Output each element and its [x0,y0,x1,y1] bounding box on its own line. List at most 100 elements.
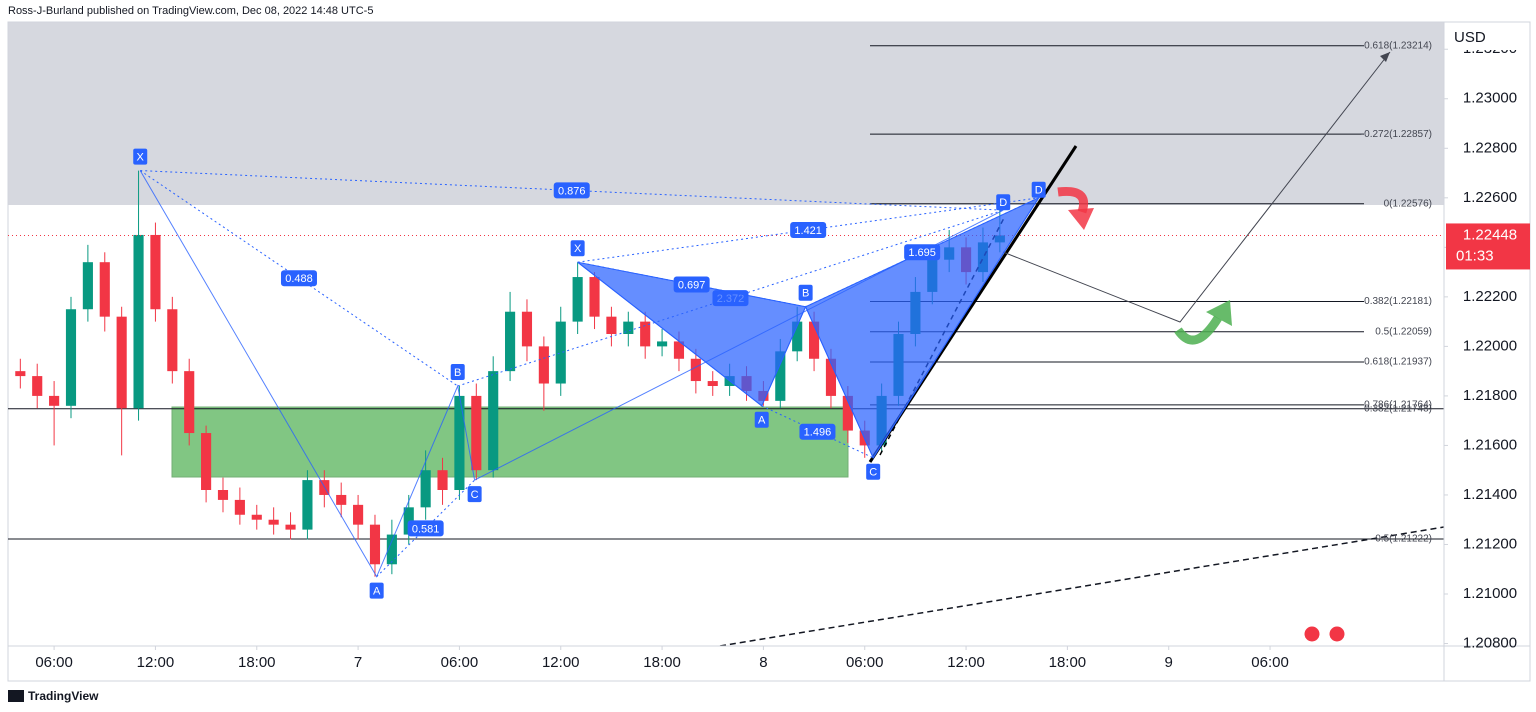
point-label: C [869,467,877,479]
candle-body [82,262,93,310]
candle-body [555,321,566,384]
candle-body [775,351,786,401]
ratio-label: 0.876 [558,185,586,197]
y-tick-label: 1.21400 [1463,486,1517,503]
point-box [570,240,585,257]
candle-body [690,358,701,382]
candle-body [369,524,381,565]
logo [8,690,24,702]
y-tick-label: 1.21000 [1463,585,1517,602]
x-tick-label: 06:00 [1251,654,1289,671]
event-flag[interactable] [1303,625,1321,643]
candle-body [437,470,448,490]
x-tick-label: 12:00 [542,654,580,671]
trend-line-dashed [719,526,1444,646]
fib-label: 0.618(1.21937) [1364,357,1432,368]
point-box [1031,181,1046,198]
x-tick-label: 18:00 [1049,654,1087,671]
candle-body [521,311,533,347]
candle-body [285,524,296,530]
ratio-box [553,182,590,199]
ratio-box [673,276,710,293]
candle-body [606,316,617,334]
candle-body [505,311,516,372]
y-tick-label: 1.21800 [1463,387,1517,404]
y-tick-label: 1.20800 [1463,634,1517,651]
footer: TradingView [28,689,99,703]
ratio-label: 1.695 [908,247,936,259]
x-tick-label: 06:00 [441,654,479,671]
point-label: B [802,288,809,300]
candle-body [673,341,685,359]
point-label: B [454,367,461,379]
candle-body [707,381,718,386]
x-tick-label: 06:00 [35,654,73,671]
ratio-label: 0.488 [285,273,313,285]
last-price-label: 1.22448 [1463,226,1517,243]
green-arrow-head [1206,300,1232,326]
currency: USD [1454,29,1486,46]
fib-label: 0(1.22576) [1384,198,1432,209]
candle-body [589,277,600,317]
resistance-zone [8,22,1444,205]
fib-label: 0.382(1.21748) [1364,403,1432,414]
ratio-label: 1.421 [794,225,822,237]
candle-body [99,262,110,317]
y-tick-label: 1.22800 [1463,139,1517,156]
candle-body [809,321,820,359]
ratio-label: 0.581 [412,523,440,535]
candle-body [420,470,431,508]
ratio-box [407,520,444,537]
x-tick-label: 18:00 [643,654,681,671]
fib-label: 0.786(1.21764) [1364,399,1432,410]
axes: 1.20800 1.21000 1.21200 1.21400 1.21600 1.218… [35,40,1530,671]
candle-body [842,395,853,431]
candle-body [572,277,583,322]
candle-body [184,371,195,434]
y-tick-label: 1.21600 [1463,436,1517,453]
y-tick-label: 1.21200 [1463,535,1517,552]
event-flag[interactable] [1328,625,1346,643]
candle-body [538,346,549,384]
ratio-box [280,270,317,287]
fib-label: -0.618(1.23214) [1361,40,1432,51]
candle-body [268,519,279,525]
point-box [467,486,482,503]
last-price-box [1446,223,1530,270]
x-tick-label: 12:00 [947,654,985,671]
point-box [450,364,465,380]
point-label: A [758,415,766,427]
candle-body [234,499,245,515]
fib-label: 0.382(1.22181) [1364,296,1432,307]
point-label: D [999,197,1007,209]
y-tick-label: 1.23000 [1463,90,1517,107]
candle-body [353,504,364,525]
candle-body [792,321,803,352]
candle-body [150,234,161,310]
ratio-box [790,222,827,238]
candle-body [167,309,178,372]
candle-body [825,358,837,396]
header: Ross-J-Burland published on TradingView.… [8,5,373,17]
candle-body [488,371,499,471]
candle-body [302,480,313,530]
ratio-box [799,423,836,440]
candle-body [15,371,26,377]
y-tick-label: 1.22600 [1463,189,1517,206]
candle-body [454,395,465,490]
candle-body [32,376,43,396]
projection-path [1002,51,1391,323]
candle-body [403,507,414,535]
point-box [754,411,769,428]
candle-body [386,534,397,565]
candle-body [623,321,634,334]
point-box [133,148,148,165]
point-label: C [471,489,479,501]
x-tick-label: 8 [759,654,767,671]
fib-label: 0.5(1.22059) [1375,326,1432,337]
drawings: 0.4880.5812.3720.876XABCD0.6971.4961.695… [133,51,1391,643]
ratio-label: 0.697 [678,279,706,291]
x-tick-label: 9 [1165,654,1173,671]
candle-body [640,321,651,347]
